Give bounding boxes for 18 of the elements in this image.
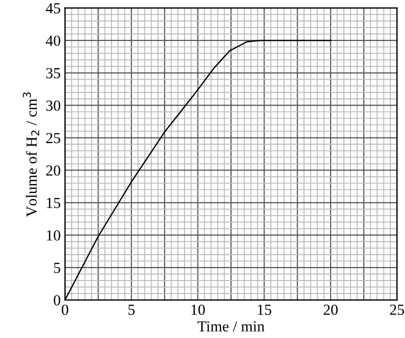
x-tick-label: 15 <box>258 304 272 315</box>
x-tick-label: 0 <box>62 304 68 315</box>
x-axis-title: Time / min <box>198 321 264 332</box>
y-tick-label: 20 <box>46 165 60 176</box>
x-tick-label: 10 <box>192 304 205 315</box>
y-tick-label: 25 <box>46 132 60 144</box>
y-tick-label: 40 <box>46 36 60 46</box>
y-tick-label: 15 <box>46 198 60 208</box>
x-tick-label: 5 <box>128 304 135 315</box>
x-tick-label: 25 <box>390 304 404 315</box>
y-tick-label: 30 <box>46 100 60 111</box>
y-tick-label: 5 <box>54 262 60 274</box>
y-tick-label: 0 <box>54 295 60 306</box>
y-tick-label: 35 <box>46 68 60 78</box>
y-tick-label: 10 <box>46 230 60 241</box>
y-axis-title: Volume of H$_{2}$ / cm$^{3}$ <box>22 92 40 217</box>
y-tick-label: 45 <box>46 3 60 14</box>
x-tick-label: 20 <box>324 304 338 315</box>
